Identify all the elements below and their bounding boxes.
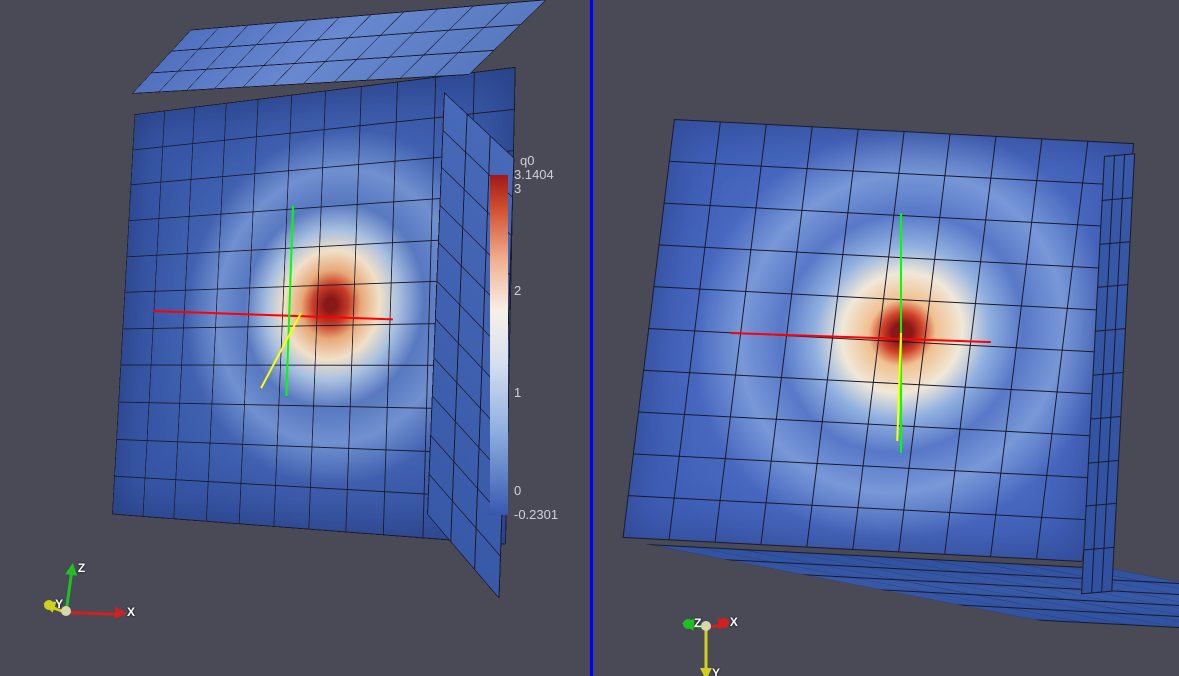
mesh-front-face xyxy=(623,119,1134,561)
axis-orientation-widget-right[interactable]: XZY xyxy=(665,585,745,665)
colorbar-tick-label: 2 xyxy=(514,283,521,298)
axis-y-cone-icon xyxy=(700,668,712,676)
axis-x-label: X xyxy=(127,605,135,619)
axis-z-label: Z xyxy=(78,561,85,575)
axis-origin-ball xyxy=(61,606,71,616)
colorbar-tick-label: -0.2301 xyxy=(514,507,558,522)
axis-origin-ball xyxy=(701,621,711,631)
colorbar-tick-label: 0 xyxy=(514,483,521,498)
viewport-divider[interactable] xyxy=(590,0,593,676)
axis-y-ball-icon xyxy=(44,600,54,610)
axis-z-label: Z xyxy=(694,616,701,630)
right-viewport[interactable] xyxy=(593,0,1179,676)
axis-x-cone-icon xyxy=(115,607,127,619)
axis-z-cone-icon xyxy=(65,563,79,577)
colorbar-gradient xyxy=(490,175,508,515)
colorbar-tick-label: 1 xyxy=(514,385,521,400)
colorbar: q03.14043210-0.2301 xyxy=(490,175,570,545)
axis-orientation-widget-left[interactable]: XZY xyxy=(25,570,105,650)
axis-y-label: Y xyxy=(712,666,720,676)
colorbar-tick-label: 3 xyxy=(514,181,521,196)
axis-x-line xyxy=(66,611,121,616)
colorbar-title: q0 xyxy=(520,153,534,168)
axis-x-label: X xyxy=(730,615,738,629)
